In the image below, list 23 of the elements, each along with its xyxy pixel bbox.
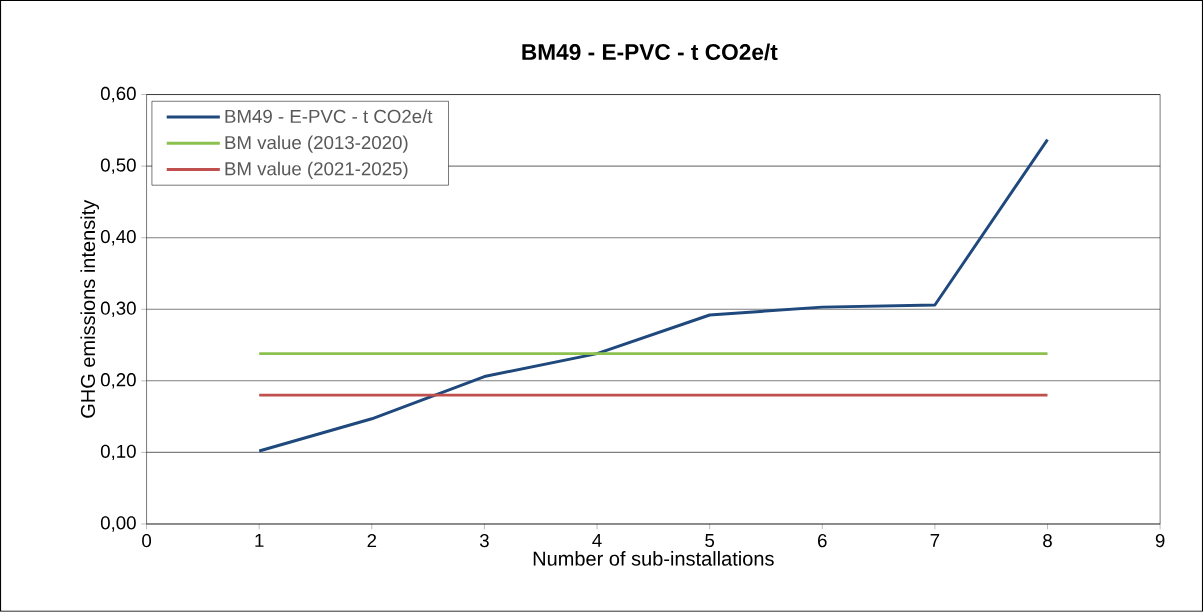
x-tick-label: 4 [592, 534, 602, 547]
x-tick-label: 6 [818, 534, 827, 548]
chart-title: BM49 - E-PVC - t CO2e/t [522, 43, 778, 61]
x-tick-label: 5 [705, 534, 715, 548]
x-tick-label: 0 [142, 534, 152, 548]
y-tick-label: 0,10 [100, 444, 136, 461]
legend-label: BM value (2021-2025) [225, 161, 408, 180]
x-tick-label: 7 [930, 534, 940, 547]
x-tick-label: 1 [255, 534, 264, 547]
x-tick-label: 3 [479, 534, 489, 548]
x-tick-label: 8 [1043, 534, 1052, 548]
y-tick-label: 0,30 [100, 301, 136, 318]
y-axis-title: GHG emissions intensity [80, 199, 100, 418]
y-tick-label: 0,20 [100, 373, 136, 389]
legend-label: BM value (2013-2020) [225, 135, 408, 153]
x-tick-label: 9 [1155, 534, 1165, 548]
y-tick-label: 0,40 [100, 230, 136, 246]
legend-label: BM49 - E-PVC - t CO2e/t [225, 109, 433, 124]
y-tick-label: 0,50 [100, 158, 136, 174]
y-tick-label: 0,00 [100, 516, 136, 532]
x-tick-label: 2 [367, 534, 377, 548]
y-tick-label: 0,60 [100, 86, 136, 103]
x-axis-title: Number of sub-installations [533, 551, 774, 566]
